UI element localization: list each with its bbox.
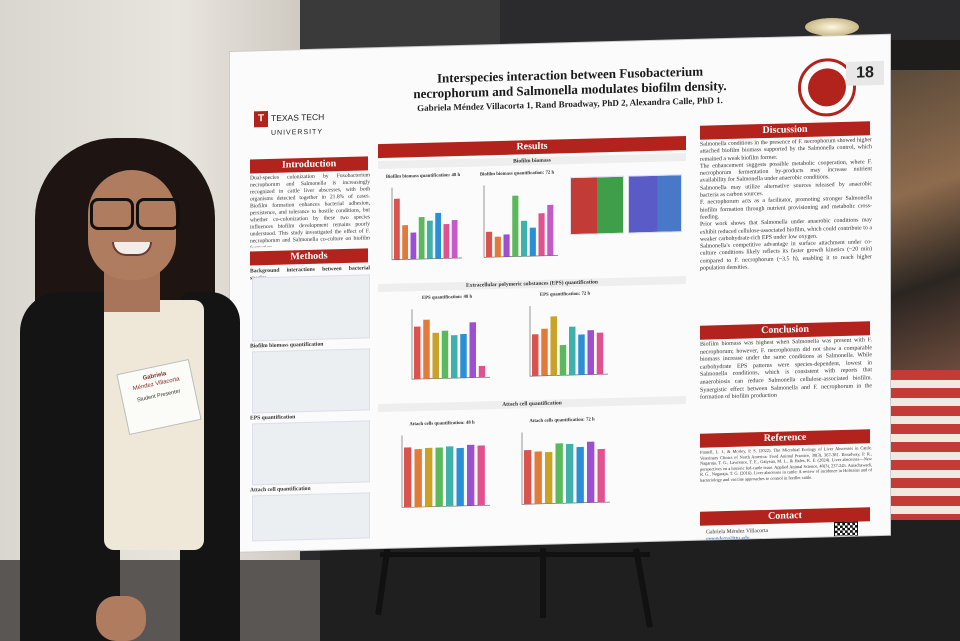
chart-biofilm-48h-bar-1	[402, 225, 409, 260]
chart-attach-48h-bar-3	[435, 447, 443, 507]
chart-biofilm-72h-bar-7	[547, 204, 554, 256]
chart-eps-72h-bar-2	[550, 316, 557, 376]
easel-leg-center	[540, 548, 546, 618]
chart-biofilm-72h-title: Biofilm biomass quantification: 72 h	[479, 170, 555, 178]
chart-biofilm-72h-svg	[483, 185, 558, 258]
chart-eps-72h-bar-6	[587, 330, 594, 375]
conclusion-text: Biofilm biomass was highest when Salmone…	[700, 337, 872, 401]
section-header-introduction: Introduction	[250, 156, 368, 174]
chart-attach-48h-bar-7	[477, 445, 485, 506]
chart-biofilm-48h-bar-0	[394, 198, 400, 260]
methods-figure-4	[252, 492, 370, 542]
chart-attach-48h-bar-4	[446, 446, 454, 507]
chart-biofilm-72h: Biofilm biomass quantification: 72 h	[474, 171, 560, 271]
chart-eps-72h-bar-7	[596, 332, 604, 375]
glasses-icon	[86, 198, 180, 230]
chart-biofilm-48h-bar-2	[410, 232, 417, 260]
chart-attach-72h-bar-3	[555, 443, 563, 504]
chart-eps-72h-bar-3	[559, 344, 567, 376]
chart-attach-48h-title: Attach cells quantification: 48 h	[409, 420, 475, 428]
chart-eps-48h-bar-1	[423, 319, 430, 379]
section-header-methods: Methods	[250, 248, 368, 266]
chart-biofilm-48h-bar-7	[451, 219, 458, 259]
person-hand	[96, 596, 146, 641]
chart-attach-72h-bar-6	[587, 441, 595, 503]
university-logo: T TEXAS TECH UNIVERSITY	[254, 110, 324, 138]
chart-attach-72h-bar-7	[597, 448, 605, 503]
results-sub-attach: Attach cell quantification	[378, 396, 686, 413]
chart-eps-72h-bar-1	[541, 328, 548, 376]
chart-attach-48h-bar-1	[414, 449, 422, 508]
chart-eps-48h: EPS quantification: 48 h	[402, 295, 492, 393]
introduction-text: Dual-species colonization by Fusobacteri…	[250, 172, 370, 247]
chart-biofilm-72h-bar-1	[494, 236, 501, 258]
chart-eps-72h: EPS quantification: 72 h	[520, 292, 610, 390]
chart-eps-72h-title: EPS quantification: 72 h	[539, 291, 591, 298]
chart-biofilm-48h-bar-3	[418, 217, 425, 260]
chart-biofilm-72h-bar-2	[503, 234, 510, 257]
chart-attach-48h-bar-0	[404, 447, 412, 508]
chart-eps-48h-bar-3	[441, 330, 449, 379]
results-sub-eps: Extracellular polymeric substances (EPS)…	[378, 276, 686, 293]
chart-biofilm-72h-axis	[483, 185, 558, 258]
research-poster: T TEXAS TECH UNIVERSITY Interspecies inte…	[230, 34, 890, 553]
background-flag	[890, 370, 960, 520]
chart-attach-48h-bar-6	[467, 444, 475, 506]
chart-eps-48h-svg	[411, 309, 490, 380]
chart-eps-48h-bar-7	[478, 365, 486, 378]
chart-eps-72h-bar-0	[532, 334, 539, 377]
chart-biofilm-48h-bar-5	[435, 212, 442, 259]
chart-biofilm-72h-bar-0	[486, 231, 493, 258]
chart-attach-48h-svg	[401, 435, 490, 508]
chart-biofilm-48h: Biofilm biomass quantification: 48 h	[382, 173, 464, 274]
chart-attach-48h: Attach cells quantification: 48 h	[392, 421, 492, 522]
heatmap-figure-1	[570, 175, 624, 236]
board-number: 18	[846, 60, 884, 86]
background-artwork	[888, 70, 960, 370]
university-logo-mark: T	[254, 111, 268, 128]
chart-biofilm-48h-bar-4	[427, 220, 433, 259]
reference-text: Pinnell, L. J., & Morley, P. S. (2022). …	[700, 445, 872, 483]
logo-line1: TEXAS TECH	[271, 111, 325, 124]
chart-attach-72h-bar-5	[576, 446, 584, 503]
chart-attach-72h-bar-2	[545, 451, 553, 504]
easel-bar	[380, 552, 650, 557]
chart-biofilm-72h-bar-5	[529, 227, 536, 257]
chart-attach-72h-title: Attach cells quantification: 72 h	[529, 417, 595, 425]
chart-eps-48h-title: EPS quantification: 48 h	[421, 294, 473, 301]
chart-biofilm-48h-svg	[391, 187, 462, 261]
heatmap-figure-2	[628, 174, 682, 234]
discussion-point-6: Salmonella's competitive advantage in su…	[700, 239, 872, 272]
chart-attach-72h: Attach cells quantification: 72 h	[512, 417, 612, 519]
discussion-text: Salmonella conditions in the presence of…	[700, 137, 872, 320]
chart-eps-48h-bar-6	[469, 322, 476, 378]
person-blazer-left	[20, 292, 120, 641]
chart-attach-48h-bar-5	[456, 447, 464, 507]
chart-eps-72h-bar-4	[569, 326, 576, 376]
ceiling-light	[805, 18, 859, 36]
methods-figure-3	[252, 420, 370, 486]
chart-biofilm-72h-bar-6	[538, 213, 545, 256]
chart-eps-48h-bar-0	[414, 326, 421, 380]
chart-eps-48h-bar-5	[460, 333, 467, 378]
methods-figure-2	[252, 348, 370, 414]
chart-eps-48h-bar-2	[432, 332, 439, 379]
chart-eps-48h-bar-4	[451, 335, 458, 379]
chart-biofilm-48h-bar-6	[443, 224, 450, 259]
chart-attach-72h-bar-1	[534, 451, 542, 505]
chart-eps-72h-svg	[529, 306, 608, 377]
chart-biofilm-48h-title: Biofilm biomass quantification: 48 h	[385, 172, 461, 180]
logo-line2: UNIVERSITY	[271, 128, 324, 137]
chart-attach-72h-bar-0	[524, 450, 532, 505]
chart-attach-72h-svg	[521, 432, 610, 505]
chart-eps-72h-bar-5	[578, 334, 585, 375]
methods-figure-1	[252, 274, 370, 342]
chart-attach-72h-bar-4	[566, 443, 574, 504]
chart-attach-48h-bar-2	[425, 447, 433, 507]
chart-biofilm-72h-bar-3	[512, 195, 519, 257]
chart-biofilm-72h-bar-4	[521, 220, 528, 257]
